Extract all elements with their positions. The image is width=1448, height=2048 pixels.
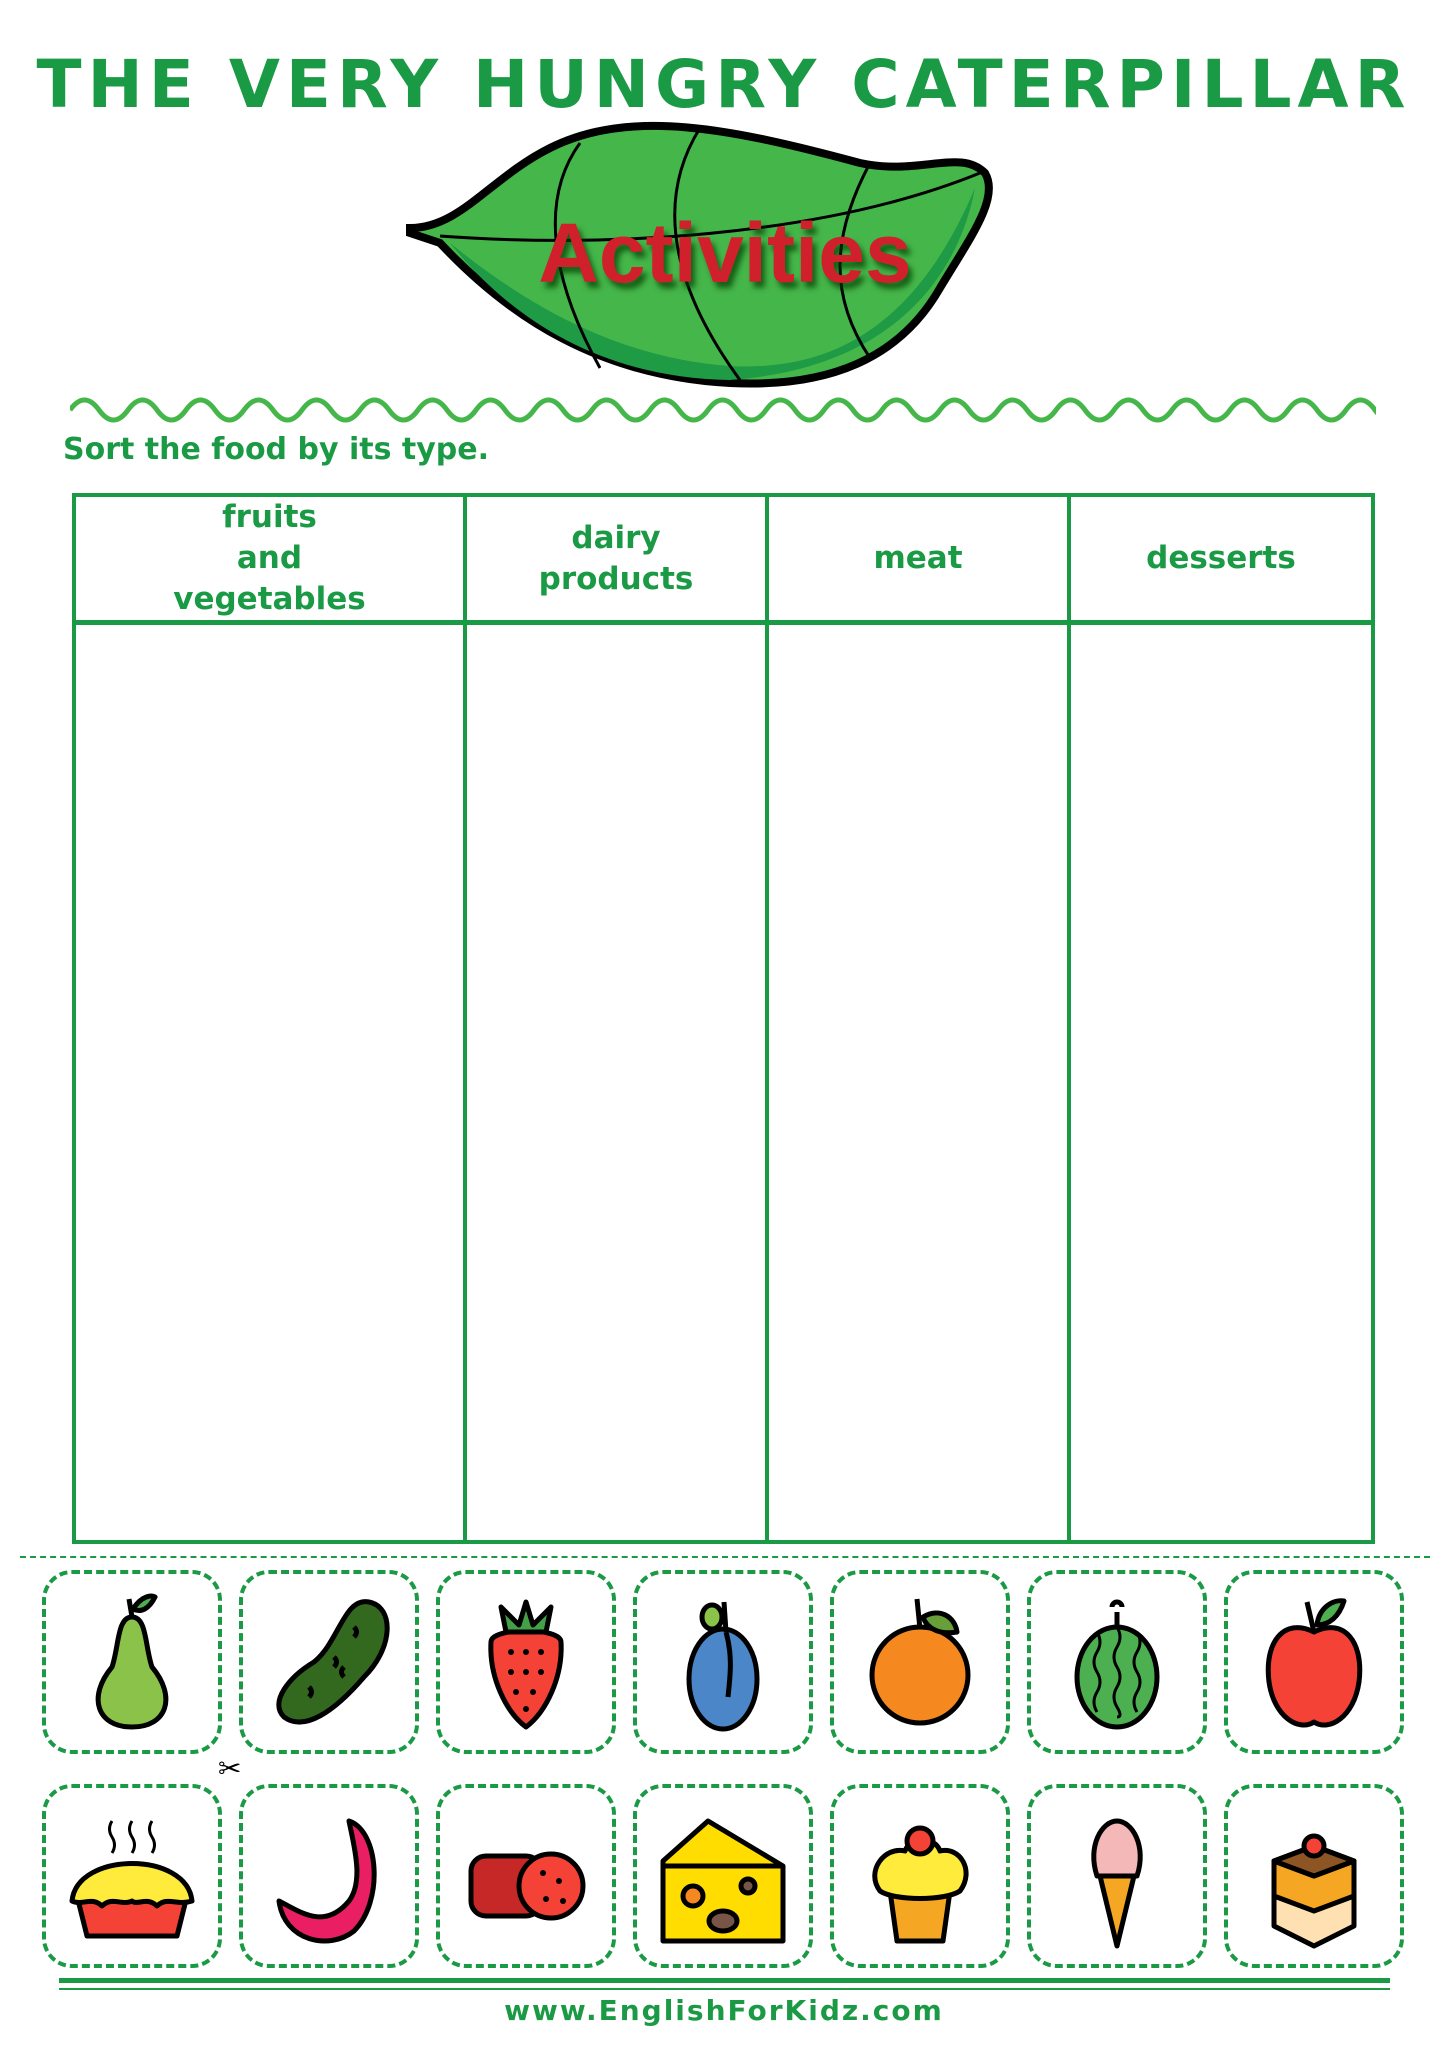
food-card-sausage[interactable] bbox=[239, 1784, 419, 1968]
food-card-plum[interactable] bbox=[633, 1570, 813, 1754]
food-card-ice-cream[interactable] bbox=[1027, 1784, 1207, 1968]
sausage-icon bbox=[276, 1818, 377, 1944]
food-card-orange[interactable] bbox=[830, 1570, 1010, 1754]
food-card-pear[interactable] bbox=[42, 1570, 222, 1754]
pear-icon bbox=[95, 1593, 169, 1730]
food-card-salami[interactable] bbox=[436, 1784, 616, 1968]
instruction-text: Sort the food by its type. bbox=[63, 432, 489, 467]
food-card-pie[interactable] bbox=[42, 1784, 222, 1968]
food-card-watermelon[interactable] bbox=[1027, 1570, 1207, 1754]
sorting-table: fruits and vegetables dairy products mea… bbox=[72, 493, 1375, 1544]
scissors-icon: ✂ bbox=[218, 1752, 242, 1785]
pie-icon bbox=[69, 1820, 195, 1939]
food-card-apple[interactable] bbox=[1224, 1570, 1404, 1754]
ice-cream-icon bbox=[1091, 1818, 1143, 1949]
salami-icon bbox=[468, 1851, 586, 1921]
worksheet-title: THE VERY HUNGRY CATERPILLAR bbox=[36, 46, 1412, 123]
food-card-cake[interactable] bbox=[1224, 1784, 1404, 1968]
footer-rule-thin bbox=[59, 1988, 1390, 1990]
column-header-meat: meat bbox=[769, 497, 1071, 625]
cucumber-icon bbox=[276, 1599, 390, 1725]
food-card-cucumber[interactable] bbox=[239, 1570, 419, 1754]
leaf-illustration bbox=[406, 121, 993, 388]
cheese-icon bbox=[660, 1818, 786, 1944]
website-link[interactable]: www.EnglishForKidz.com bbox=[504, 1994, 944, 2027]
food-card-cupcake[interactable] bbox=[830, 1784, 1010, 1968]
cake-icon bbox=[1271, 1833, 1357, 1949]
drop-area-meat[interactable] bbox=[769, 625, 1071, 1540]
column-header-fruits-vegetables: fruits and vegetables bbox=[76, 497, 467, 625]
apple-icon bbox=[1265, 1598, 1363, 1728]
food-card-strawberry[interactable] bbox=[436, 1570, 616, 1754]
plum-icon bbox=[686, 1601, 760, 1732]
column-header-desserts: desserts bbox=[1071, 497, 1371, 625]
food-card-cheese[interactable] bbox=[633, 1784, 813, 1968]
watermelon-icon bbox=[1074, 1599, 1160, 1730]
column-header-dairy: dairy products bbox=[467, 497, 769, 625]
cut-line bbox=[20, 1556, 1430, 1558]
activities-heading: Activities bbox=[538, 206, 912, 300]
drop-area-desserts[interactable] bbox=[1071, 625, 1371, 1540]
footer-rule bbox=[59, 1978, 1390, 1983]
cupcake-icon bbox=[872, 1825, 969, 1944]
orange-icon bbox=[869, 1598, 971, 1726]
wavy-divider bbox=[70, 397, 1376, 423]
drop-area-dairy[interactable] bbox=[467, 625, 769, 1540]
strawberry-icon bbox=[488, 1599, 564, 1730]
drop-area-fruits-vegetables[interactable] bbox=[76, 625, 467, 1540]
